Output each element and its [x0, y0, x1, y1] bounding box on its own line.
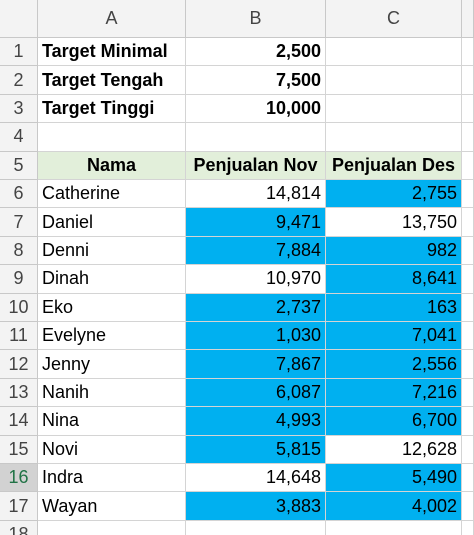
row-header[interactable]: 7 [0, 208, 38, 237]
cell[interactable] [462, 265, 474, 294]
sales-cell[interactable]: 10,970 [186, 265, 326, 294]
cell[interactable] [326, 38, 462, 67]
sales-cell[interactable]: 9,471 [186, 208, 326, 237]
sales-cell[interactable]: 2,556 [326, 350, 462, 379]
sales-cell[interactable]: 163 [326, 293, 462, 322]
cell[interactable] [462, 208, 474, 237]
column-header[interactable]: A [38, 0, 186, 38]
column-header[interactable]: C [326, 0, 462, 38]
sales-cell[interactable]: 6,087 [186, 378, 326, 408]
sales-cell[interactable]: 7,041 [326, 322, 462, 351]
cell[interactable] [462, 94, 474, 124]
row-header[interactable]: 11 [0, 322, 38, 351]
sales-cell[interactable]: 5,490 [326, 464, 462, 493]
cell[interactable] [462, 123, 474, 152]
target-label[interactable]: Target Tengah [38, 66, 186, 95]
row-header[interactable]: 14 [0, 407, 38, 436]
sales-cell[interactable]: 5,815 [186, 435, 326, 464]
sales-cell[interactable]: 2,737 [186, 293, 326, 322]
sales-cell[interactable]: 7,867 [186, 350, 326, 379]
row-header[interactable]: 13 [0, 378, 38, 408]
name-cell[interactable]: Indra [38, 464, 186, 493]
sales-cell[interactable]: 6,700 [326, 407, 462, 436]
target-value[interactable]: 2,500 [186, 38, 326, 67]
target-label[interactable]: Target Minimal [38, 38, 186, 67]
row-header[interactable]: 12 [0, 350, 38, 379]
cell[interactable] [462, 407, 474, 436]
sales-cell[interactable]: 13,750 [326, 208, 462, 237]
row-header[interactable]: 4 [0, 123, 38, 152]
cell[interactable] [462, 236, 474, 266]
table-header[interactable]: Penjualan Des [326, 151, 462, 180]
name-cell[interactable]: Daniel [38, 208, 186, 237]
name-cell[interactable]: Evelyne [38, 322, 186, 351]
sales-cell[interactable]: 14,648 [186, 464, 326, 493]
row-header[interactable]: 2 [0, 66, 38, 95]
cell[interactable] [38, 123, 186, 152]
cell[interactable] [462, 350, 474, 379]
target-value[interactable]: 7,500 [186, 66, 326, 95]
row-header[interactable]: 9 [0, 265, 38, 294]
name-cell[interactable]: Denni [38, 236, 186, 266]
table-header[interactable]: Nama [38, 151, 186, 180]
cell[interactable] [462, 464, 474, 493]
cell[interactable] [462, 492, 474, 521]
cell[interactable] [326, 123, 462, 152]
cell[interactable] [462, 322, 474, 351]
cell[interactable] [186, 520, 326, 535]
row-header[interactable]: 18 [0, 520, 38, 535]
row-header[interactable]: 1 [0, 38, 38, 67]
sales-cell[interactable]: 2,755 [326, 180, 462, 209]
cell[interactable] [326, 94, 462, 124]
sales-cell[interactable]: 7,884 [186, 236, 326, 266]
sales-cell[interactable]: 7,216 [326, 378, 462, 408]
cell[interactable] [462, 66, 474, 95]
sales-cell[interactable]: 4,993 [186, 407, 326, 436]
sales-cell[interactable]: 3,883 [186, 492, 326, 521]
row-header[interactable]: 8 [0, 236, 38, 266]
cell[interactable] [326, 66, 462, 95]
target-label[interactable]: Target Tinggi [38, 94, 186, 124]
row-header[interactable]: 3 [0, 94, 38, 124]
row-header[interactable]: 10 [0, 293, 38, 322]
sales-cell[interactable]: 12,628 [326, 435, 462, 464]
sales-cell[interactable]: 8,641 [326, 265, 462, 294]
name-cell[interactable]: Wayan [38, 492, 186, 521]
name-cell[interactable]: Catherine [38, 180, 186, 209]
sales-cell[interactable]: 982 [326, 236, 462, 266]
sales-cell[interactable]: 14,814 [186, 180, 326, 209]
name-cell[interactable]: Eko [38, 293, 186, 322]
corner[interactable] [0, 0, 38, 38]
cell[interactable] [186, 123, 326, 152]
sales-cell[interactable]: 1,030 [186, 322, 326, 351]
sales-cell[interactable]: 4,002 [326, 492, 462, 521]
table-header[interactable]: Penjualan Nov [186, 151, 326, 180]
cell[interactable] [326, 520, 462, 535]
name-cell[interactable]: Novi [38, 435, 186, 464]
row-header[interactable]: 16 [0, 464, 38, 493]
cell[interactable] [38, 520, 186, 535]
cell[interactable] [462, 378, 474, 408]
column-header[interactable] [462, 0, 474, 38]
cell[interactable] [462, 520, 474, 535]
name-cell[interactable]: Nina [38, 407, 186, 436]
row-header[interactable]: 5 [0, 151, 38, 180]
cell[interactable] [462, 293, 474, 322]
cell[interactable] [462, 435, 474, 464]
cell[interactable] [462, 180, 474, 209]
name-cell[interactable]: Dinah [38, 265, 186, 294]
row-header[interactable]: 17 [0, 492, 38, 521]
row-header[interactable]: 6 [0, 180, 38, 209]
name-cell[interactable]: Jenny [38, 350, 186, 379]
target-value[interactable]: 10,000 [186, 94, 326, 124]
cell[interactable] [462, 38, 474, 67]
column-header[interactable]: B [186, 0, 326, 38]
name-cell[interactable]: Nanih [38, 378, 186, 408]
cell[interactable] [462, 151, 474, 180]
row-header[interactable]: 15 [0, 435, 38, 464]
